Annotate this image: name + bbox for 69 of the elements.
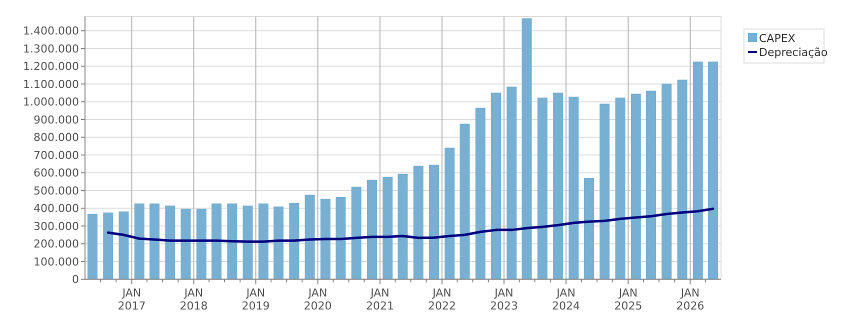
y-tick-label: 800.000 — [34, 131, 79, 144]
bar — [351, 186, 362, 280]
bar — [180, 208, 191, 280]
bar — [87, 214, 98, 280]
bar — [584, 178, 594, 280]
y-tick-label: 100.000 — [34, 255, 79, 268]
bar — [149, 203, 160, 280]
legend-label: Depreciação — [759, 46, 828, 59]
x-tick-label: JAN 2025 — [614, 286, 642, 312]
y-tick-label: 400.000 — [34, 202, 79, 216]
x-tick-label: JAN 2026 — [676, 286, 704, 312]
bar — [460, 124, 470, 280]
x-tick-label: JAN 2020 — [304, 286, 332, 312]
y-tick-label: 1.100.000 — [23, 78, 79, 91]
x-tick-label: JAN 2019 — [242, 286, 270, 312]
bar — [227, 203, 238, 280]
y-tick-label: 700.000 — [34, 148, 79, 162]
y-tick-label: 1.400.000 — [23, 24, 79, 38]
bar — [537, 98, 548, 280]
bar — [506, 86, 517, 280]
bar — [630, 94, 641, 280]
bar — [444, 148, 455, 280]
y-tick-label: 900.000 — [34, 113, 79, 126]
bar — [662, 84, 672, 280]
bar — [165, 206, 176, 280]
bar — [103, 212, 114, 280]
x-tick-label: JAN 2023 — [490, 286, 518, 312]
x-tick-label: JAN 2017 — [118, 286, 146, 312]
bar — [398, 174, 408, 280]
bar — [677, 80, 688, 280]
line-series — [106, 208, 714, 243]
bar — [491, 92, 502, 280]
x-tick-label: JAN 2021 — [366, 286, 394, 312]
bar — [553, 92, 564, 280]
y-tick-label: 1.000.000 — [23, 96, 79, 109]
bar — [304, 194, 315, 280]
bar — [134, 203, 144, 280]
bar — [692, 62, 703, 280]
legend-label: CAPEX — [759, 32, 796, 45]
y-tick-label: 1.200.000 — [23, 60, 79, 74]
y-tick-label: 200.000 — [34, 238, 79, 251]
bar — [429, 164, 440, 280]
bar — [118, 211, 129, 280]
bar — [336, 196, 346, 280]
bar — [413, 166, 424, 280]
bar — [708, 62, 718, 280]
y-tick-label: 1.300.000 — [23, 42, 79, 56]
bar — [289, 202, 300, 280]
y-tick-label: 600.000 — [34, 166, 79, 180]
bar — [522, 18, 532, 280]
x-tick-label: JAN 2018 — [180, 286, 208, 312]
bar — [646, 90, 656, 280]
bar — [615, 98, 626, 280]
y-tick-label: 300.000 — [34, 220, 79, 233]
bar — [320, 198, 330, 280]
y-tick-label: 0 — [72, 273, 79, 286]
bar — [475, 108, 486, 280]
bar — [274, 206, 284, 280]
bar — [196, 208, 206, 280]
bar — [258, 203, 268, 280]
y-tick-label: 500.000 — [34, 184, 79, 198]
x-tick-label: JAN 2024 — [552, 286, 580, 312]
bar — [382, 176, 393, 280]
x-tick-label: JAN 2022 — [428, 286, 456, 312]
bar — [600, 104, 610, 280]
bar — [242, 206, 253, 280]
bar — [568, 96, 579, 280]
bar — [212, 203, 222, 280]
bar — [366, 180, 377, 280]
